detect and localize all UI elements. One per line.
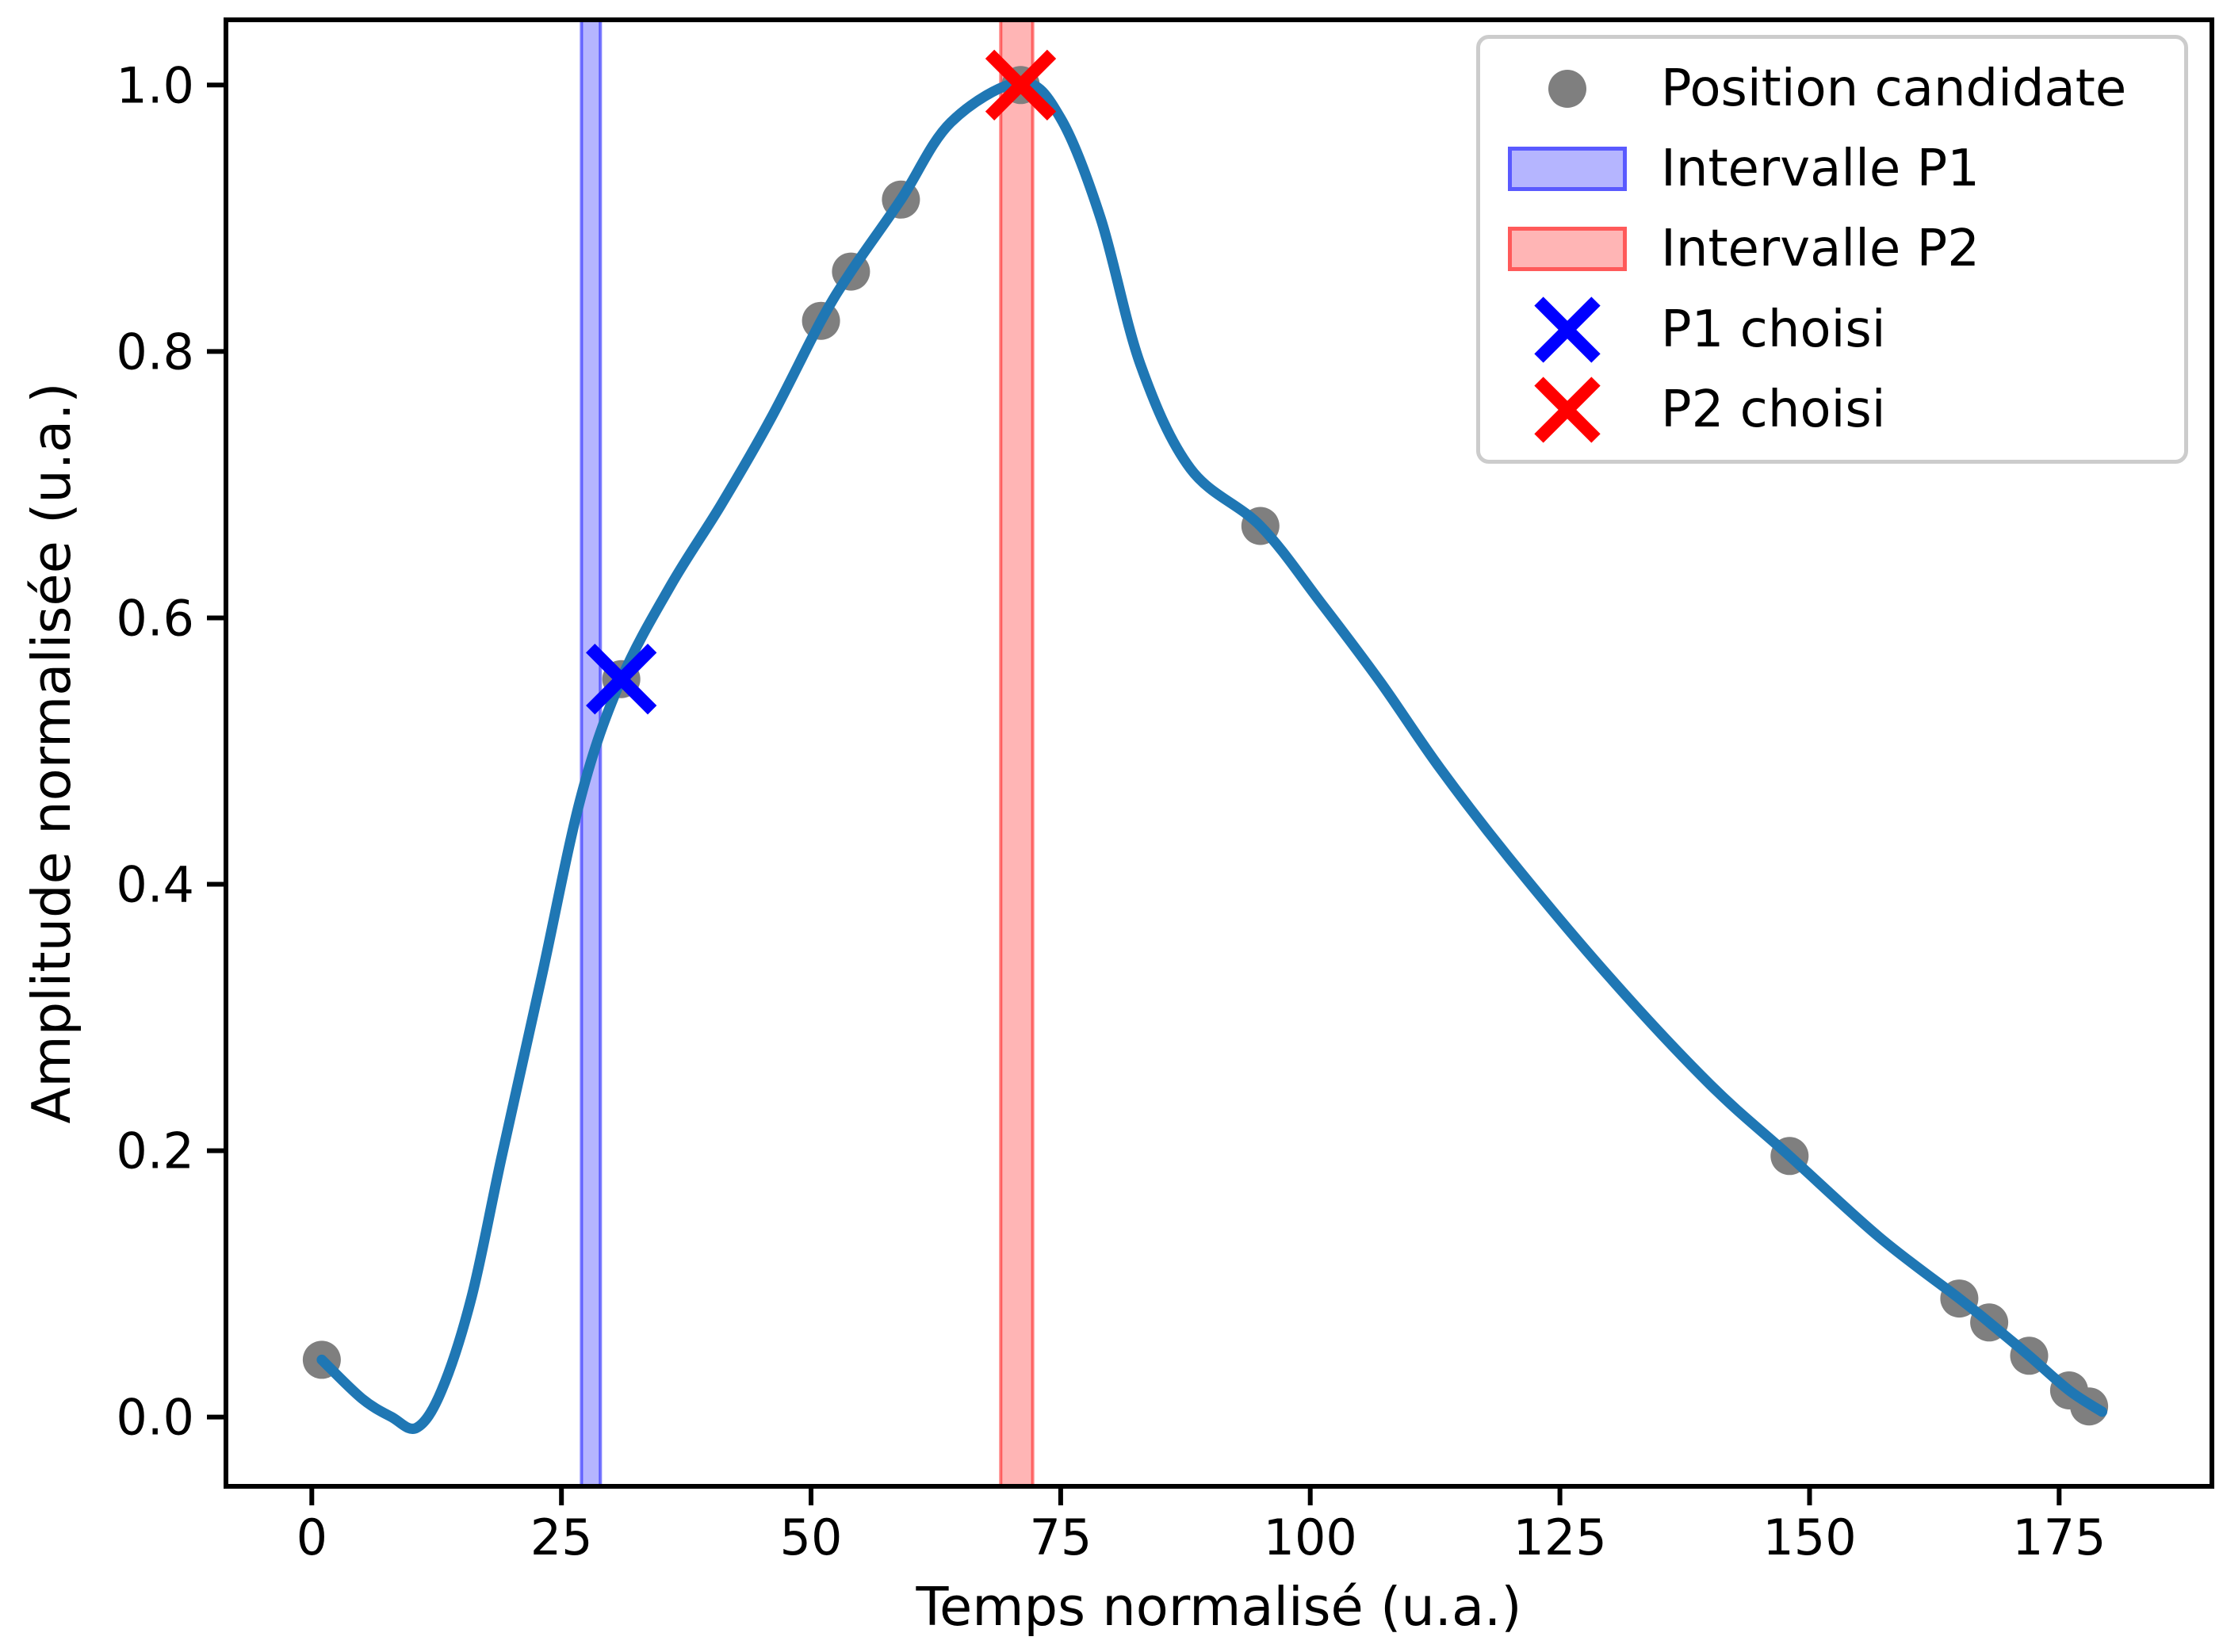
legend-item-label: P2 choisi	[1661, 380, 1886, 440]
legend-x-icon	[1504, 295, 1631, 365]
p1-chosen-marker	[586, 644, 657, 715]
x-tick-label: 175	[2012, 1509, 2106, 1566]
interval-patch-icon	[1508, 227, 1627, 272]
y-tick-label: 0.8	[116, 323, 194, 380]
legend-item: Intervalle P2	[1480, 209, 2184, 289]
x-tick-label: 100	[1264, 1509, 1357, 1566]
interpolated-curve	[316, 77, 2107, 1434]
y-axis-label: Amplitude normalisée (u.a.)	[21, 382, 82, 1124]
legend-item: Intervalle P1	[1480, 129, 2184, 208]
x-tick-label: 125	[1513, 1509, 1606, 1566]
x-tick-label: 0	[297, 1509, 327, 1566]
x-tick-label: 150	[1762, 1509, 1856, 1566]
x-axis-label: Temps normalisé (u.a.)	[916, 1576, 1522, 1638]
x-marker-line	[985, 49, 1057, 120]
y-tick-label: 1.0	[116, 56, 194, 114]
legend-patch-icon	[1504, 227, 1631, 272]
legend-item-label: Position candidate	[1661, 59, 2127, 118]
interval-patch-icon	[1508, 147, 1627, 192]
x-marker-icon	[1534, 377, 1601, 443]
x-marker-line	[586, 644, 657, 715]
y-tick-label: 0.0	[116, 1389, 194, 1447]
y-tick-label: 0.6	[116, 590, 194, 648]
legend-item-label: Intervalle P1	[1661, 140, 1980, 199]
legend-item: Position candidate	[1480, 49, 2184, 128]
legend-item: P1 choisi	[1480, 290, 2184, 369]
legend-patch-icon	[1504, 147, 1631, 192]
axes-spines	[224, 17, 2214, 1489]
legend-item-label: P1 choisi	[1661, 300, 1886, 359]
p2-chosen-marker	[985, 49, 1057, 120]
legend-item-label: Intervalle P2	[1661, 220, 1980, 279]
legend-dot-icon	[1504, 69, 1631, 108]
legend: Position candidate Intervalle P1 Intervall…	[1476, 35, 2188, 464]
x-tick-label: 50	[780, 1509, 843, 1566]
x-tick-label: 75	[1029, 1509, 1092, 1566]
y-tick-label: 0.4	[116, 856, 194, 914]
interval-band-p2	[999, 18, 1035, 1488]
candidate-dot-icon	[1548, 69, 1586, 108]
x-tick-label: 25	[530, 1509, 593, 1566]
y-tick-label: 0.2	[116, 1122, 194, 1180]
legend-item: P2 choisi	[1480, 370, 2184, 449]
legend-x-icon	[1504, 375, 1631, 445]
x-marker-icon	[1534, 296, 1601, 363]
